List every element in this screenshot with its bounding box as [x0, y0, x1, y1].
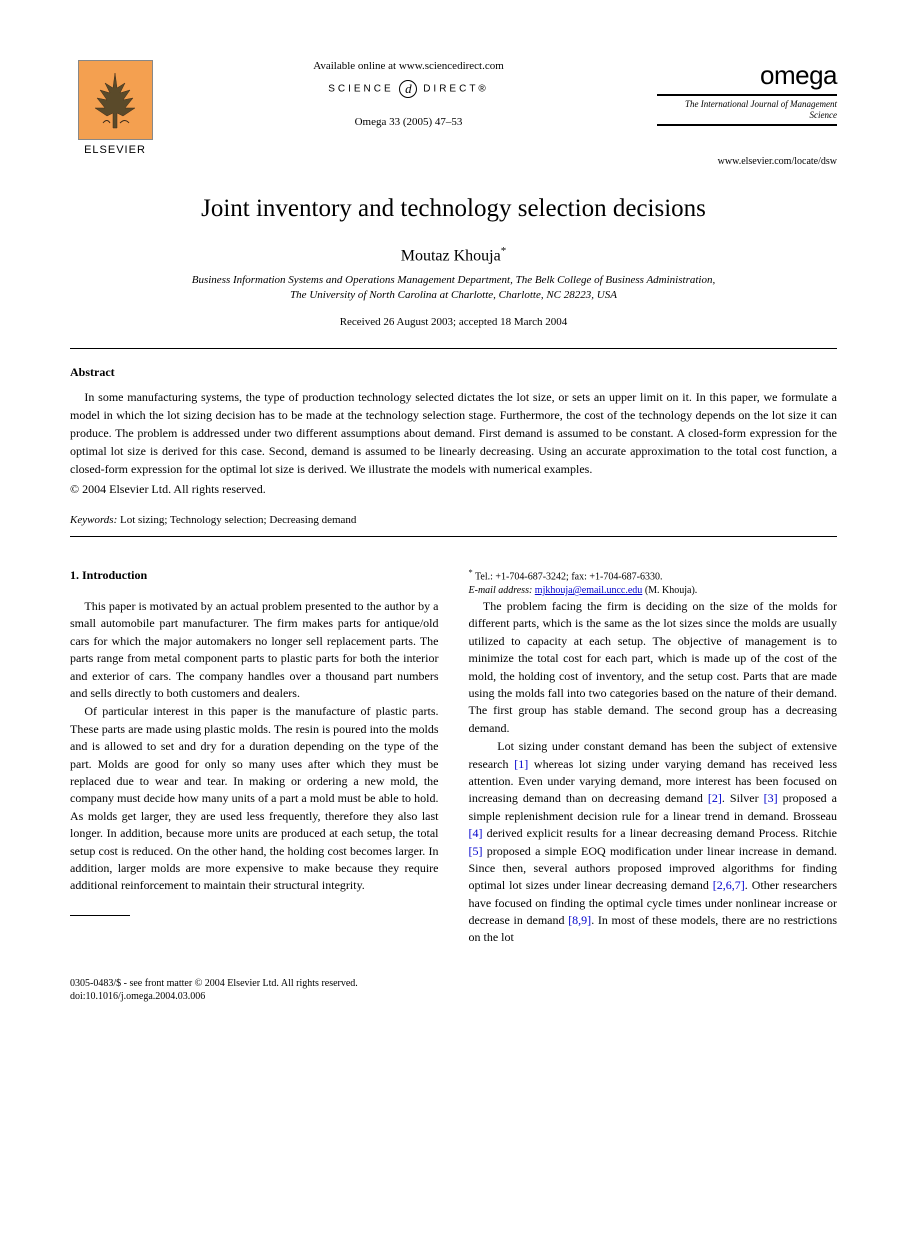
abstract-heading: Abstract	[70, 365, 837, 380]
footnote-marker: *	[469, 568, 473, 577]
header-center: Available online at www.sciencedirect.co…	[160, 60, 657, 128]
journal-subtitle: The International Journal of Management …	[657, 99, 837, 121]
author-name: Moutaz Khouja	[401, 247, 501, 264]
abstract-paragraph: In some manufacturing systems, the type …	[70, 388, 837, 478]
affiliation: Business Information Systems and Operati…	[70, 273, 837, 304]
rule-before-abstract	[70, 348, 837, 349]
rule-after-keywords	[70, 536, 837, 537]
affiliation-line2: The University of North Carolina at Char…	[70, 288, 837, 303]
keywords-line: Keywords: Lot sizing; Technology selecti…	[70, 514, 837, 526]
journal-link[interactable]: www.elsevier.com/locate/dsw	[657, 156, 837, 167]
ref-5[interactable]: [5]	[469, 844, 483, 858]
sciencedirect-d-icon: d	[399, 80, 417, 98]
journal-block: omega The International Journal of Manag…	[657, 60, 837, 167]
journal-title: omega	[657, 60, 837, 91]
footnote-separator	[70, 915, 130, 916]
footer-line1: 0305-0483/$ - see front matter © 2004 El…	[70, 977, 837, 990]
article-title: Joint inventory and technology selection…	[70, 195, 837, 223]
ref-1[interactable]: [1]	[514, 757, 528, 771]
p4-t3: . Silver	[722, 791, 764, 805]
journal-rule-2	[657, 124, 837, 126]
author-marker: *	[501, 245, 507, 257]
footnote-tel: * Tel.: +1-704-687-3242; fax: +1-704-687…	[469, 567, 838, 584]
publisher-logo: ELSEVIER	[70, 60, 160, 156]
footnote-email-label: E-mail address:	[469, 585, 533, 596]
corresponding-footnote: * Tel.: +1-704-687-3242; fax: +1-704-687…	[469, 567, 838, 598]
footnote-email-suffix: (M. Khouja).	[642, 585, 697, 596]
body-columns: 1. Introduction This paper is motivated …	[70, 567, 837, 947]
publisher-name: ELSEVIER	[84, 144, 146, 156]
sciencedirect-left: SCIENCE	[328, 84, 393, 95]
ref-267[interactable]: [2,6,7]	[713, 878, 745, 892]
article-dates: Received 26 August 2003; accepted 18 Mar…	[70, 316, 837, 328]
journal-rule-1	[657, 94, 837, 96]
footnote-tel-text: Tel.: +1-704-687-3242; fax: +1-704-687-6…	[475, 571, 663, 582]
footnote-email-line: E-mail address: mjkhouja@email.uncc.edu …	[469, 584, 838, 598]
abstract-body: In some manufacturing systems, the type …	[70, 388, 837, 498]
footer-line2: doi:10.1016/j.omega.2004.03.006	[70, 990, 837, 1003]
journal-citation: Omega 33 (2005) 47–53	[170, 116, 647, 128]
affiliation-line1: Business Information Systems and Operati…	[70, 273, 837, 288]
elsevier-tree-icon	[78, 60, 153, 140]
ref-89[interactable]: [8,9]	[568, 913, 591, 927]
ref-3[interactable]: [3]	[764, 791, 778, 805]
intro-p4: Lot sizing under constant demand has bee…	[469, 738, 838, 947]
intro-p3: The problem facing the firm is deciding …	[469, 598, 838, 737]
ref-2[interactable]: [2]	[708, 791, 722, 805]
keywords-label: Keywords:	[70, 514, 117, 526]
footnote-email-link[interactable]: mjkhouja@email.uncc.edu	[535, 585, 643, 596]
section-1-heading: 1. Introduction	[70, 567, 439, 584]
page-header: ELSEVIER Available online at www.science…	[70, 60, 837, 167]
sciencedirect-right: DIRECT®	[423, 84, 489, 95]
intro-p1: This paper is motivated by an actual pro…	[70, 598, 439, 702]
p4-t5: derived explicit results for a linear de…	[483, 826, 838, 840]
page-footer: 0305-0483/$ - see front matter © 2004 El…	[70, 977, 837, 1003]
intro-p2: Of particular interest in this paper is …	[70, 703, 439, 894]
keywords-text: Lot sizing; Technology selection; Decrea…	[117, 514, 356, 526]
available-online-text: Available online at www.sciencedirect.co…	[170, 60, 647, 72]
abstract-copyright: © 2004 Elsevier Ltd. All rights reserved…	[70, 480, 837, 498]
ref-4[interactable]: [4]	[469, 826, 483, 840]
author-line: Moutaz Khouja*	[70, 245, 837, 265]
sciencedirect-logo: SCIENCE d DIRECT®	[170, 80, 647, 98]
